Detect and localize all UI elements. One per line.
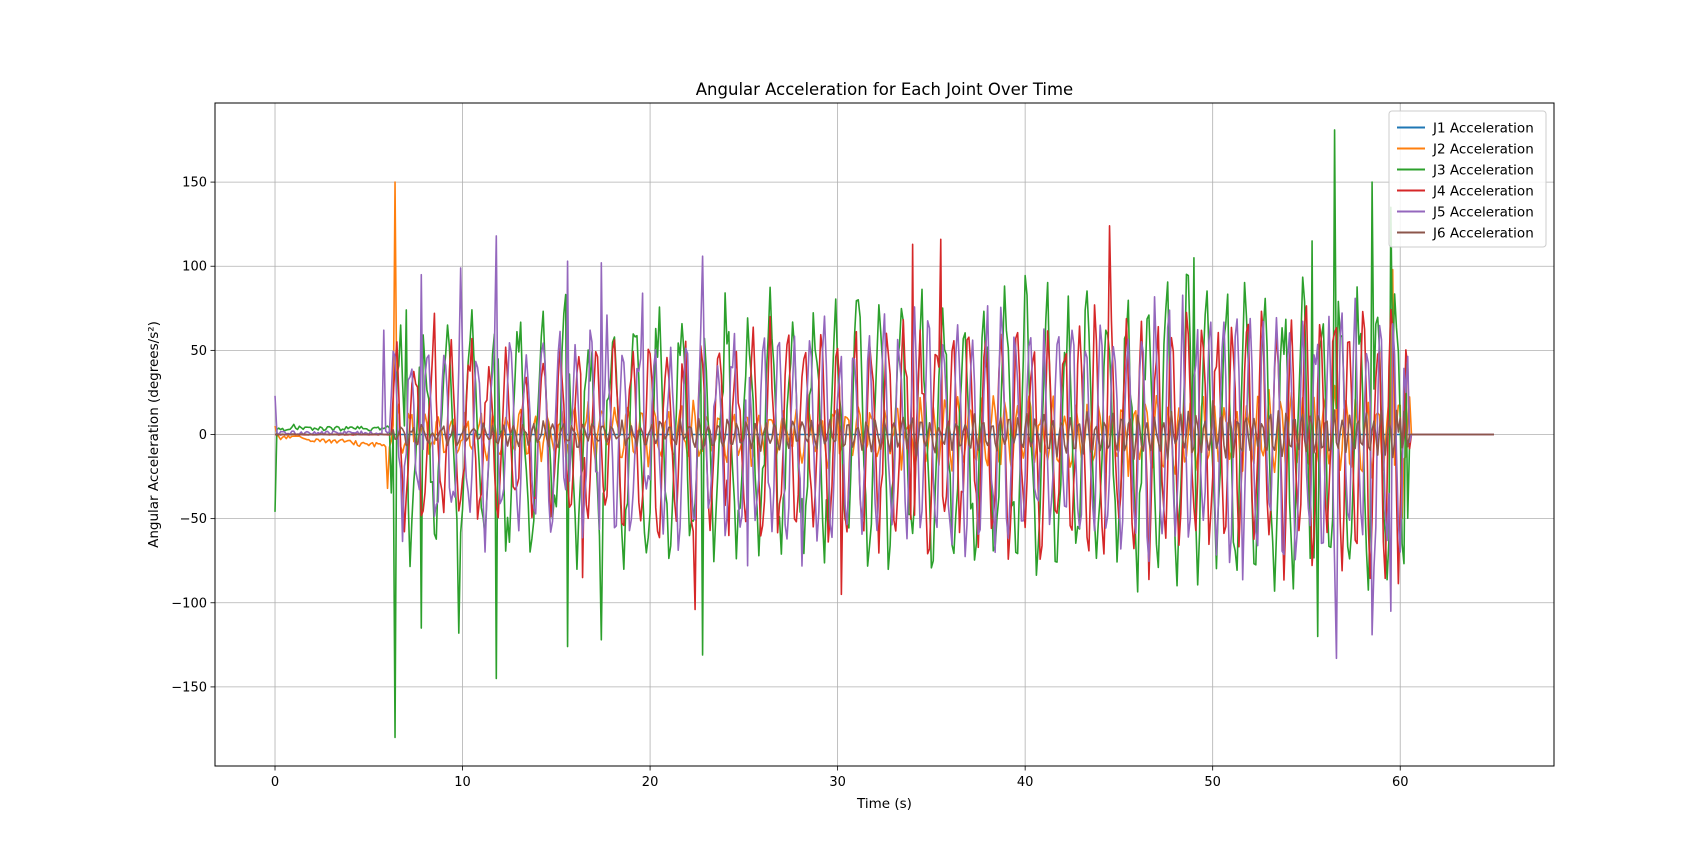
- y-tick-label: −100: [171, 596, 207, 611]
- y-tick-label: 0: [199, 428, 207, 443]
- y-axis-label: Angular Acceleration (degrees/s²): [146, 321, 162, 548]
- series-line-j5-acceleration: [274, 235, 1494, 660]
- legend-box: [1388, 110, 1547, 248]
- x-tick-label: 60: [1392, 775, 1409, 790]
- legend-entry-label: J3 Acceleration: [1432, 163, 1534, 179]
- chart-title: Angular Acceleration for Each Joint Over…: [696, 80, 1073, 99]
- y-axis-ticks: −150 −100 −50 0 50 100 150: [171, 176, 215, 695]
- x-tick-label: 10: [454, 775, 471, 790]
- legend-entry-label: J5 Acceleration: [1432, 205, 1534, 221]
- y-tick-label: −150: [171, 680, 207, 695]
- legend: J1 Acceleration J2 Acceleration J3 Acceler…: [1388, 110, 1547, 248]
- x-tick-label: 50: [1204, 775, 1221, 790]
- y-tick-label: 150: [182, 176, 207, 191]
- x-tick-label: 40: [1017, 775, 1034, 790]
- legend-entry-label: J4 Acceleration: [1432, 184, 1534, 200]
- legend-entry-label: J6 Acceleration: [1432, 226, 1534, 242]
- series-layer: [274, 129, 1494, 739]
- legend-entry-label: J2 Acceleration: [1432, 142, 1534, 158]
- y-tick-label: −50: [180, 512, 207, 527]
- y-tick-label: 100: [182, 260, 207, 275]
- x-axis-label: Time (s): [856, 796, 912, 812]
- x-tick-label: 0: [271, 775, 279, 790]
- x-axis-ticks: 0 10 20 30 40 50 60: [271, 766, 1409, 790]
- y-tick-label: 50: [190, 344, 207, 359]
- x-tick-label: 30: [829, 775, 846, 790]
- legend-entry-label: J1 Acceleration: [1432, 121, 1534, 137]
- x-tick-label: 20: [642, 775, 659, 790]
- series-line-j4-acceleration: [274, 225, 1494, 611]
- series-line-j6-acceleration: [274, 400, 1494, 461]
